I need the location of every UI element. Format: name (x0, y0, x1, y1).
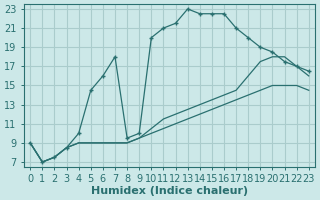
X-axis label: Humidex (Indice chaleur): Humidex (Indice chaleur) (91, 186, 248, 196)
